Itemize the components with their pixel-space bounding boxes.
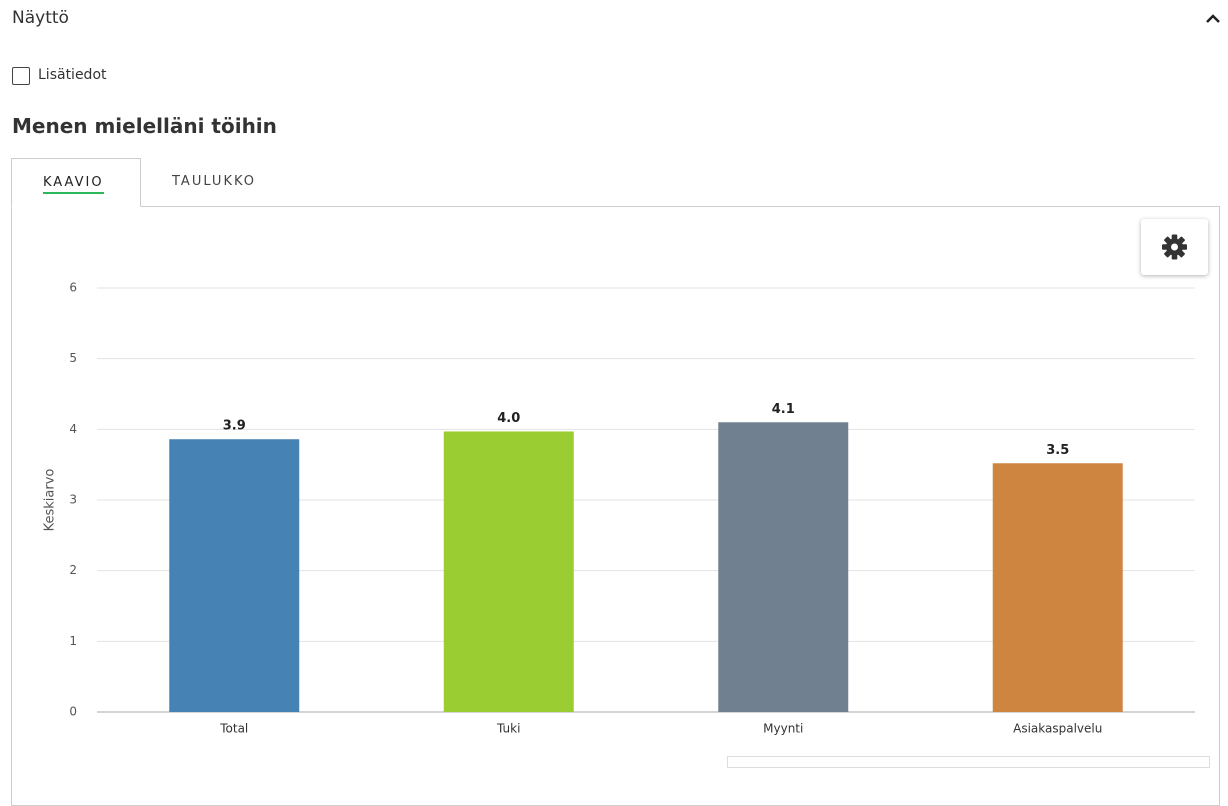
bar xyxy=(169,439,300,712)
y-tick-label: 6 xyxy=(69,281,77,295)
value-label: 4.1 xyxy=(772,402,795,417)
y-axis-label: Keskiarvo xyxy=(43,469,58,532)
value-label: 3.9 xyxy=(223,419,246,434)
value-label: 4.0 xyxy=(497,411,520,426)
bar xyxy=(443,431,574,712)
value-label: 3.5 xyxy=(1046,443,1069,458)
checkbox[interactable] xyxy=(12,67,30,85)
bar xyxy=(992,463,1123,712)
app: Näyttö Lisätiedot Menen mielelläni töihi… xyxy=(11,8,1221,806)
tab-active[interactable]: KAAVIO xyxy=(11,158,141,207)
checkbox-label[interactable]: Lisätiedot xyxy=(38,67,107,83)
x-tick-label: Asiakaspalvelu xyxy=(1013,722,1102,736)
y-tick-label: 5 xyxy=(69,351,77,365)
x-tick-label: Total xyxy=(219,722,248,736)
chart: Keskiarvo 0 1 2 3 4 5 6 Total 3.9 Tuki 4.0 Myynti 4.… xyxy=(43,281,1195,736)
tab-label[interactable]: KAAVIO xyxy=(43,175,104,194)
y-tick-label: 4 xyxy=(69,422,77,436)
y-tick-label: 1 xyxy=(69,634,77,648)
bar xyxy=(718,422,849,712)
y-tick-label: 3 xyxy=(69,493,77,507)
question-title: Menen mielelläni töihin xyxy=(12,114,277,138)
settings-button[interactable] xyxy=(1141,219,1208,275)
section-header[interactable]: Näyttö xyxy=(12,8,69,28)
collapse-icon[interactable] xyxy=(1205,12,1221,24)
y-tick-label: 2 xyxy=(69,563,77,577)
page: Näyttö {"header": {"title": "Näyttö"}, "… xyxy=(11,8,1221,806)
tab[interactable]: TAULUKKO xyxy=(172,174,257,189)
x-tick-label: Myynti xyxy=(763,722,803,736)
gear-icon[interactable] xyxy=(1141,219,1208,275)
y-tick-label: 0 xyxy=(69,705,77,719)
x-tick-label: Tuki xyxy=(496,722,520,736)
